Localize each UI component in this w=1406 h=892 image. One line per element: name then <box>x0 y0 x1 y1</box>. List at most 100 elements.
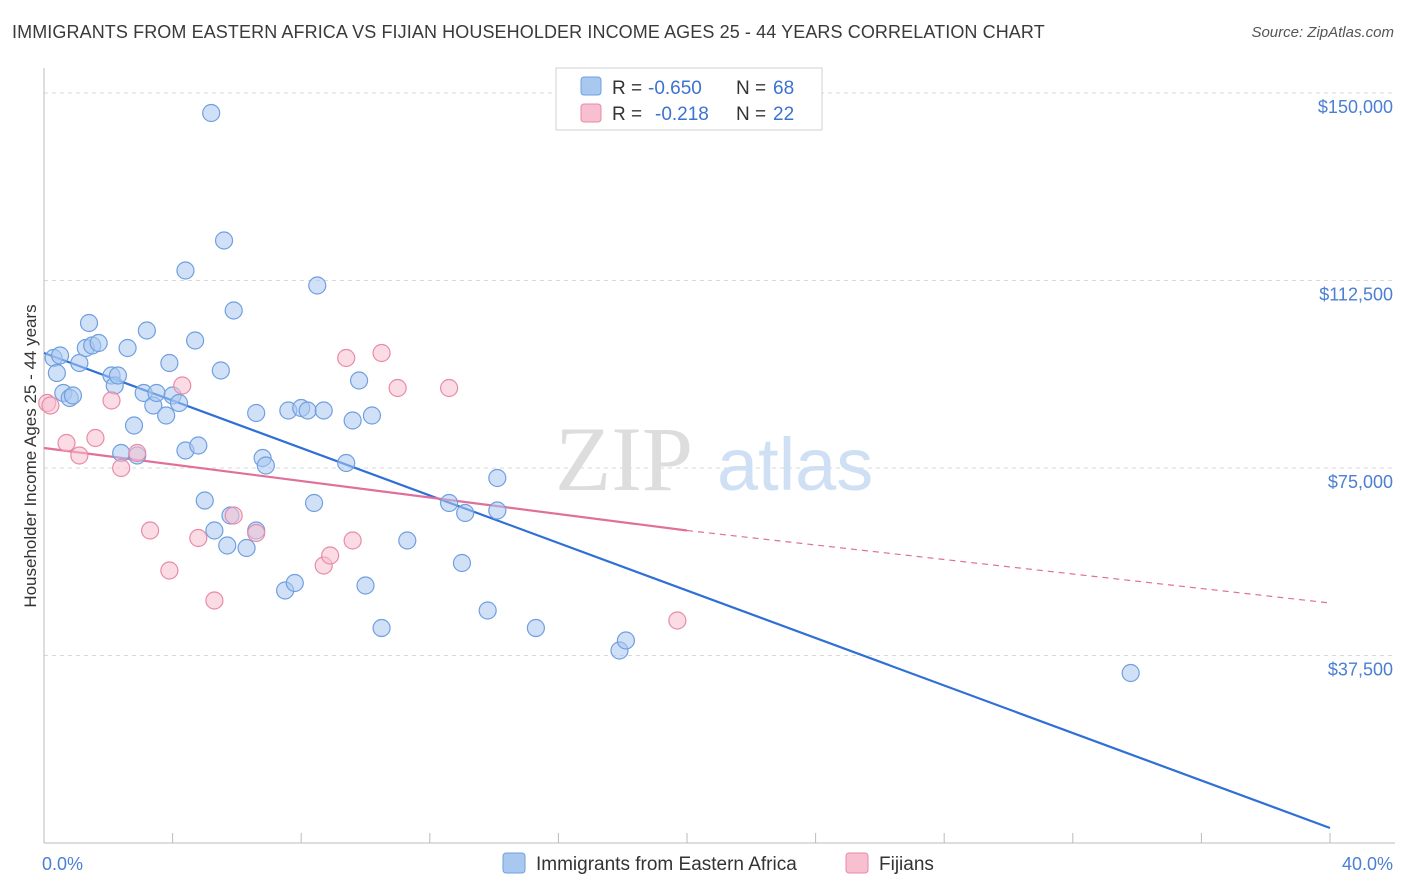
y-tick-label-3: $150,000 <box>1318 97 1393 117</box>
bottom-legend-label-1: Immigrants from Eastern Africa <box>536 854 797 875</box>
eastern-africa-point-25 <box>169 393 189 413</box>
eastern-africa-point-42 <box>247 403 266 423</box>
watermark-atlas: atlas <box>717 423 873 506</box>
bottom-legend-swatch-2 <box>845 852 869 874</box>
eastern-africa-point-15 <box>124 416 144 435</box>
fijian-point-22 <box>668 611 687 630</box>
fijian-point-12 <box>205 591 224 610</box>
eastern-africa-point-36 <box>224 301 243 320</box>
eastern-africa-point-31 <box>202 103 221 123</box>
eastern-africa-point-19 <box>137 321 156 340</box>
x-tick-label-0: 0.0% <box>42 854 83 874</box>
fijian-trendline <box>43 446 688 532</box>
bottom-legend-swatch-1 <box>502 852 526 874</box>
x-tick-label-1: 40.0% <box>1342 854 1393 874</box>
eastern-africa-point-56 <box>372 618 391 638</box>
eastern-africa-point-27 <box>176 261 195 280</box>
legend-n-label-2: N = <box>736 104 766 125</box>
y-tick-label-2: $112,500 <box>1319 285 1393 305</box>
trend-lines <box>43 351 1331 830</box>
y-tick-label-1: $75,000 <box>1328 472 1393 492</box>
fijian-point-7 <box>128 443 147 463</box>
eastern-africa-point-6 <box>70 353 89 373</box>
fijian-point-13 <box>224 506 243 525</box>
fijian-point-3 <box>70 446 89 465</box>
fijian-point-2 <box>57 433 76 453</box>
eastern-africa-point-14 <box>118 338 137 358</box>
eastern-africa-point-38 <box>237 538 256 558</box>
eastern-africa-point-37 <box>218 536 237 555</box>
eastern-africa-trendline <box>43 351 1331 830</box>
fijian-point-17 <box>337 348 356 368</box>
eastern-africa-point-52 <box>343 411 362 430</box>
eastern-africa-point-50 <box>314 401 333 420</box>
legend-box: R = -0.650 N = 68 R = -0.218 N = 22 <box>555 67 823 131</box>
fijian-point-16 <box>321 546 340 565</box>
eastern-africa-point-61 <box>478 601 497 620</box>
y-tick-label-0: $37,500 <box>1328 660 1393 680</box>
chart-title: IMMIGRANTS FROM EASTERN AFRICA VS FIJIAN… <box>12 22 1045 42</box>
eastern-africa-point-23 <box>160 353 179 373</box>
legend-swatch-1 <box>580 76 602 96</box>
eastern-africa-point-51 <box>337 453 356 473</box>
eastern-africa-point-58 <box>439 493 459 513</box>
source-credit: Source: ZipAtlas.com <box>1251 24 1394 41</box>
bottom-legend-label-2: Fijians <box>879 854 934 875</box>
fijian-point-18 <box>343 531 362 550</box>
watermark: ZIP atlas <box>555 408 873 510</box>
watermark-zip: ZIP <box>555 408 693 510</box>
eastern-africa-point-13 <box>108 366 128 385</box>
legend-n-value-1: 68 <box>773 78 794 99</box>
eastern-africa-point-62 <box>488 468 507 488</box>
fijian-point-21 <box>439 378 459 398</box>
eastern-africa-point-32 <box>205 521 224 540</box>
eastern-africa-point-10 <box>89 333 108 353</box>
eastern-africa-point-29 <box>189 436 208 455</box>
eastern-africa-point-1 <box>47 363 66 383</box>
eastern-africa-point-28 <box>186 331 205 350</box>
fijian-point-4 <box>86 428 105 448</box>
fijian-point-1 <box>41 396 60 415</box>
eastern-africa-point-59 <box>456 503 475 523</box>
fijian-point-19 <box>372 343 391 363</box>
eastern-africa-point-67 <box>1121 663 1140 683</box>
legend-r-label-2: R = <box>612 104 642 125</box>
eastern-africa-point-30 <box>195 491 214 510</box>
legend-row-1: R = -0.650 N = 68 <box>580 76 794 99</box>
y-axis-label: Householder Income Ages 25 - 44 years <box>21 304 40 607</box>
eastern-africa-point-45 <box>285 573 304 593</box>
eastern-africa-point-21 <box>147 383 166 403</box>
legend-swatch-2 <box>580 103 602 123</box>
grid-lines <box>44 92 1395 656</box>
eastern-africa-point-48 <box>304 493 324 513</box>
eastern-africa-point-60 <box>452 553 472 573</box>
x-tick-labels: 0.0% 40.0% <box>42 854 1393 874</box>
fijian-point-14 <box>247 523 266 543</box>
eastern-africa-point-63 <box>488 501 507 520</box>
eastern-africa-point-41 <box>256 456 275 475</box>
eastern-africa-point-8 <box>79 313 99 333</box>
eastern-africa-point-53 <box>349 371 369 390</box>
eastern-africa-point-55 <box>362 406 382 425</box>
axes <box>43 68 1395 844</box>
eastern-africa-point-22 <box>157 406 176 425</box>
y-tick-labels: $37,500 $75,000 $112,500 $150,000 <box>1318 97 1393 680</box>
legend-r-value-1: -0.650 <box>648 78 702 99</box>
legend-r-label-1: R = <box>612 78 642 99</box>
legend-r-value-2: -0.218 <box>655 104 709 125</box>
fijian-point-9 <box>160 561 179 580</box>
eastern-africa-point-66 <box>616 631 636 650</box>
eastern-africa-point-33 <box>211 361 230 380</box>
data-points <box>38 103 1140 683</box>
fijian-trendline-extension <box>686 529 1331 604</box>
eastern-africa-point-47 <box>298 401 317 420</box>
eastern-africa-point-54 <box>356 576 375 595</box>
legend-n-value-2: 22 <box>773 104 794 125</box>
eastern-africa-point-2 <box>50 346 70 365</box>
eastern-africa-point-34 <box>214 231 234 250</box>
eastern-africa-point-5 <box>63 386 83 405</box>
fijian-point-8 <box>140 521 160 540</box>
fijian-point-10 <box>173 376 192 395</box>
fijian-point-20 <box>388 378 407 398</box>
